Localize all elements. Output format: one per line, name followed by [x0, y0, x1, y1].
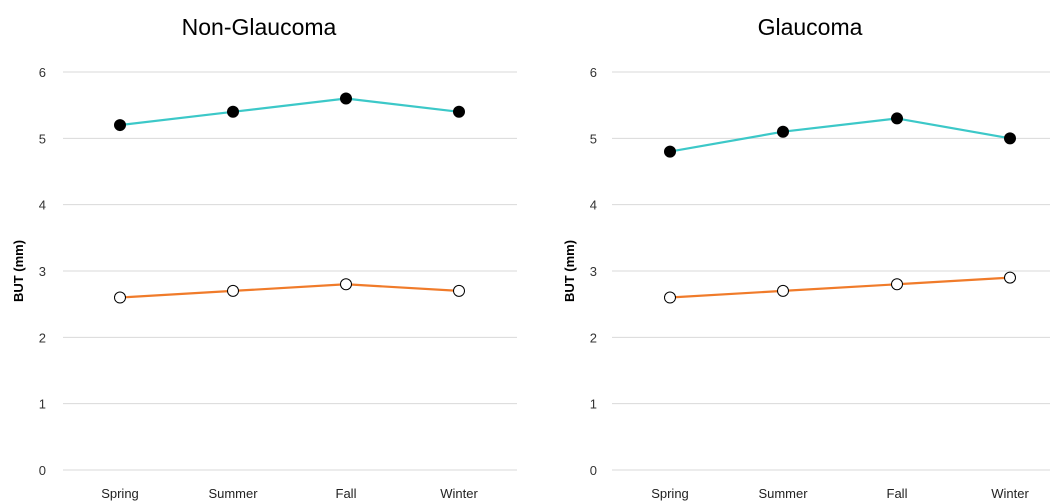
x-tick-label: Winter [991, 486, 1029, 501]
data-point [891, 278, 903, 291]
chart-title: Glaucoma [758, 14, 863, 40]
data-point [664, 291, 676, 304]
y-axis-label: BUT (mm) [562, 240, 577, 302]
series-line [669, 117, 1011, 153]
y-tick-label: 2 [590, 330, 597, 345]
y-tick-label: 0 [590, 463, 597, 478]
x-tick-label: Winter [440, 486, 478, 501]
y-tick-label: 1 [39, 397, 46, 412]
x-tick-label: Summer [758, 486, 808, 501]
data-point [114, 119, 126, 132]
y-tick-label: 5 [590, 131, 597, 146]
series-line [119, 283, 460, 299]
x-tick-label: Summer [208, 486, 258, 501]
data-point [227, 105, 239, 118]
series-line [669, 276, 1011, 299]
data-point [777, 125, 789, 138]
x-tick-label: Fall [887, 486, 908, 501]
data-point [340, 278, 352, 291]
y-tick-label: 3 [590, 264, 597, 279]
data-point [114, 291, 126, 304]
chart-title: Non-Glaucoma [182, 14, 337, 40]
data-point [340, 92, 352, 105]
data-point [227, 284, 239, 297]
y-axis-label: BUT (mm) [11, 240, 26, 302]
y-tick-label: 2 [39, 330, 46, 345]
y-tick-label: 5 [39, 131, 46, 146]
data-point [891, 112, 903, 125]
y-tick-label: 4 [39, 198, 46, 213]
y-tick-label: 6 [39, 65, 46, 80]
series-line [119, 97, 460, 127]
data-point [453, 105, 465, 118]
y-tick-label: 6 [590, 65, 597, 80]
x-tick-label: Spring [101, 486, 139, 501]
y-tick-label: 3 [39, 264, 46, 279]
y-tick-label: 1 [590, 397, 597, 412]
y-tick-label: 4 [590, 198, 597, 213]
data-point [453, 284, 465, 297]
data-point [664, 145, 676, 158]
data-point [1004, 271, 1016, 284]
x-tick-label: Spring [651, 486, 689, 501]
y-tick-label: 0 [39, 463, 46, 478]
data-point [777, 284, 789, 297]
chart-panel-non-glaucoma: Non-Glaucoma BUT (mm) 0 1 2 3 4 5 6 Spring Summe… [11, 14, 517, 501]
data-point [1004, 132, 1016, 145]
chart-panel-glaucoma: Glaucoma BUT (mm) 0 1 2 3 4 5 6 Spring Summer Fal… [562, 14, 1050, 501]
x-tick-label: Fall [336, 486, 357, 501]
